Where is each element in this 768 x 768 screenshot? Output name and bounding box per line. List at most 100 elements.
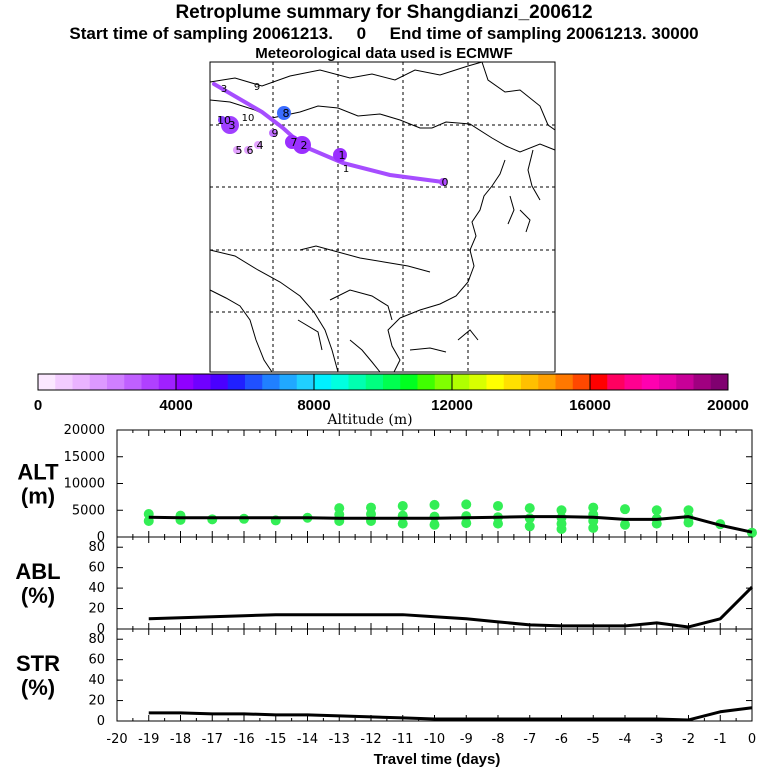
colorbar-swatch: [245, 374, 263, 390]
colorbar-swatch: [417, 374, 436, 390]
track-label: 10: [242, 113, 255, 124]
cluster-label-0: 0: [442, 176, 449, 189]
alt-point: [524, 521, 535, 532]
alt-point: [429, 499, 440, 510]
alt-point: [397, 500, 408, 511]
x-tick-label: -7: [523, 732, 536, 747]
cluster-label-4: 4: [257, 139, 264, 152]
alt-point: [524, 513, 535, 524]
colorbar-swatch: [590, 374, 608, 390]
colorbar-swatch: [555, 374, 574, 390]
alt-point: [651, 505, 662, 516]
colorbar-tick-label: 4000: [159, 397, 192, 414]
colorbar-tick-label: 16000: [569, 397, 611, 414]
cluster-marker-0: [439, 178, 447, 186]
alt-point: [429, 511, 440, 522]
alt-point: [397, 518, 408, 529]
y-axis-label: (%): [21, 583, 55, 608]
x-axis-label: Travel time (days): [374, 751, 501, 768]
y-tick-label: 5000: [72, 503, 105, 518]
y-tick-label: 40: [88, 673, 105, 688]
y-tick-label: 60: [88, 561, 105, 576]
y-tick-label: 15000: [64, 450, 105, 465]
alt-point: [429, 519, 440, 530]
y-tick-label: 60: [88, 653, 105, 668]
colorbar-swatch: [38, 374, 56, 390]
colorbar-swatch: [89, 374, 108, 390]
colorbar-swatch: [469, 374, 487, 390]
colorbar-swatch: [227, 374, 246, 390]
time-series-panels: 20000150001000050000ALT(m)806040200ABL(%…: [15, 423, 757, 747]
alt-point: [588, 502, 599, 513]
x-tick-label: -13: [329, 732, 350, 747]
x-tick-label: -15: [265, 732, 286, 747]
colorbar-label: Altitude (m): [326, 412, 412, 428]
colorbar-swatch: [624, 374, 643, 390]
y-tick-label: 40: [88, 581, 105, 596]
x-tick-label: -12: [360, 732, 381, 747]
series-line: [148, 515, 753, 534]
chart-title: Retroplume summary for Shangdianzi_20061…: [175, 2, 593, 23]
track-label: 1: [343, 164, 349, 175]
colorbar-tick-label: 0: [34, 397, 42, 414]
alt-point: [556, 505, 567, 516]
cluster-marker-6: [244, 146, 252, 154]
cluster-label-10: 10: [217, 114, 231, 127]
colorbar-tick-label: 20000: [707, 397, 749, 414]
x-tick-label: -9: [460, 732, 473, 747]
colorbar-swatch: [331, 374, 349, 390]
y-axis-label: STR: [16, 651, 60, 676]
alt-point: [461, 499, 472, 510]
alt-point: [683, 505, 694, 516]
colorbar-swatch: [572, 374, 591, 390]
series-line: [148, 706, 753, 722]
x-tick-label: 0: [748, 732, 756, 747]
y-tick-label: 0: [97, 530, 105, 545]
map-frame: [209, 61, 556, 373]
cluster-marker-5: [233, 146, 241, 154]
altitude-colorbar: 0 4000 8000 12000 16000 20000: [34, 373, 749, 414]
panel-frame: [116, 628, 753, 722]
track-label: 3: [221, 84, 227, 95]
y-axis-label: ALT: [17, 460, 59, 485]
alt-point: [620, 504, 630, 515]
x-tick-label: -11: [392, 732, 413, 747]
x-tick-label: -4: [619, 732, 632, 747]
colorbar-swatch: [365, 374, 384, 390]
alt-point: [524, 503, 535, 514]
x-tick-label: -2: [682, 732, 695, 747]
colorbar-swatch: [262, 374, 280, 390]
y-axis-label: ABL: [15, 559, 60, 584]
y-tick-label: 20000: [64, 423, 105, 438]
x-tick-label: -10: [424, 732, 445, 747]
alt-panel: 20000 15000 10000 5000 0 ALT(m): [17, 423, 757, 545]
cluster-marker-9: [269, 129, 277, 137]
met-data-subtitle: Meteorological data used is ECMWF: [255, 45, 513, 62]
x-tick-label: -1: [714, 732, 727, 747]
y-tick-label: 0: [97, 622, 105, 637]
cluster-label-1: 1: [339, 149, 346, 162]
colorbar-frame: [37, 373, 729, 391]
colorbar-tick-label: 8000: [297, 397, 330, 414]
colorbar-swatch: [452, 374, 470, 390]
colorbar-swatch: [659, 374, 677, 390]
colorbar-swatch: [486, 374, 505, 390]
x-tick-label: -19: [138, 732, 159, 747]
series-line: [148, 586, 754, 629]
x-tick-label: -8: [492, 732, 505, 747]
colorbar-swatch: [193, 374, 211, 390]
colorbar-swatch: [383, 374, 401, 390]
x-tick-label: -3: [650, 732, 663, 747]
colorbar-swatch: [210, 374, 229, 390]
y-tick-label: 80: [88, 540, 105, 555]
y-tick-label: 20: [88, 602, 105, 617]
colorbar-swatch: [538, 374, 556, 390]
x-tick-label: -14: [297, 732, 318, 747]
y-tick-label: 80: [88, 632, 105, 647]
cluster-label-5: 5: [236, 144, 243, 157]
abl-panel: 80 60 40 20 0 ABL(%): [15, 536, 754, 637]
cluster-label-9: 9: [272, 127, 279, 140]
